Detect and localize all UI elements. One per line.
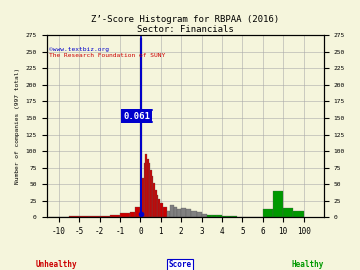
Text: ©www.textbiz.org: ©www.textbiz.org <box>49 47 109 52</box>
Bar <box>152 176 153 217</box>
Bar <box>69 216 79 217</box>
Bar <box>158 200 160 217</box>
Bar <box>110 215 120 217</box>
Bar <box>273 191 283 217</box>
Bar <box>202 214 207 217</box>
Bar <box>197 212 202 217</box>
Bar <box>140 39 142 217</box>
Bar <box>170 205 174 217</box>
Bar <box>130 212 135 217</box>
Bar <box>232 216 237 217</box>
Bar <box>177 210 181 217</box>
Y-axis label: Number of companies (997 total): Number of companies (997 total) <box>15 68 20 184</box>
Bar <box>100 216 110 217</box>
Text: Healthy: Healthy <box>292 260 324 269</box>
Text: Score: Score <box>168 260 192 269</box>
Bar <box>147 159 149 217</box>
Bar <box>144 163 145 217</box>
Bar <box>283 208 293 217</box>
Bar <box>263 210 273 217</box>
Bar <box>174 207 177 217</box>
Bar <box>160 203 163 217</box>
Bar <box>167 211 170 217</box>
Bar <box>192 211 197 217</box>
Bar <box>142 178 144 217</box>
Text: Unhealthy: Unhealthy <box>36 260 78 269</box>
Title: Z’-Score Histogram for RBPAA (2016)
Sector: Financials: Z’-Score Histogram for RBPAA (2016) Sect… <box>91 15 279 34</box>
Bar <box>186 210 192 217</box>
Bar <box>217 215 222 217</box>
Bar <box>120 213 130 217</box>
Bar <box>222 216 227 217</box>
Bar <box>149 163 150 217</box>
Bar <box>227 216 232 217</box>
Bar <box>212 215 217 217</box>
Bar <box>157 195 158 217</box>
Bar <box>79 216 89 217</box>
Bar <box>89 216 100 217</box>
Bar <box>207 215 212 217</box>
Text: The Research Foundation of SUNY: The Research Foundation of SUNY <box>49 53 165 58</box>
Bar <box>181 208 186 217</box>
Bar <box>293 211 303 217</box>
Bar <box>135 207 140 217</box>
Text: 0.061: 0.061 <box>123 112 150 120</box>
Bar <box>155 190 157 217</box>
Bar <box>163 207 167 217</box>
Bar <box>153 183 155 217</box>
Bar <box>145 154 147 217</box>
Bar <box>150 170 152 217</box>
